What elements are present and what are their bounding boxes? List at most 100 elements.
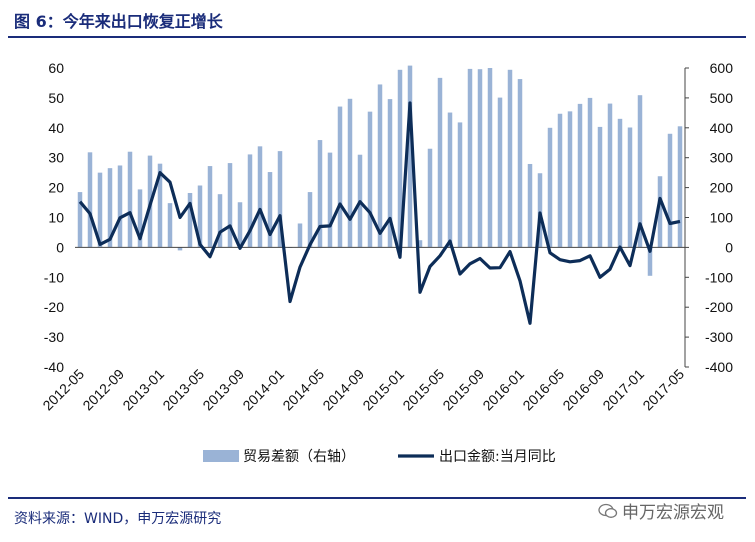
line-series-path (78, 101, 681, 325)
bar (267, 172, 273, 248)
x-tick-label: 2015-05 (399, 366, 447, 414)
watermark-text: 申万宏源宏观 (622, 503, 724, 523)
bar (537, 173, 543, 248)
x-tick-label: 2012-09 (79, 366, 127, 414)
bar (497, 97, 503, 248)
bar (217, 194, 223, 248)
title-divider (8, 36, 746, 38)
bar (317, 140, 323, 248)
bar (197, 185, 203, 248)
bar (87, 152, 93, 248)
bar (137, 189, 143, 248)
bar (127, 151, 133, 248)
left-tick-label: 60 (48, 60, 64, 76)
bar (447, 112, 453, 248)
left-tick-label: -30 (44, 329, 64, 345)
bar (577, 103, 583, 248)
bar (457, 122, 463, 248)
bar (427, 148, 433, 248)
legend-label-bar: 贸易差额（右轴） (243, 449, 355, 465)
right-tick-label: 400 (710, 120, 734, 136)
left-tick-label: -10 (44, 269, 64, 285)
bar (517, 79, 523, 248)
bar (167, 203, 173, 248)
bar (477, 69, 483, 248)
bar (597, 126, 603, 248)
bar (547, 127, 553, 248)
bar (417, 240, 423, 248)
right-tick-label: 300 (710, 150, 734, 166)
bar (627, 127, 633, 248)
bar (397, 69, 403, 248)
bar-series (77, 65, 683, 276)
bar (207, 166, 213, 248)
left-tick-label: -20 (44, 299, 64, 315)
x-tick-label: 2016-09 (559, 366, 607, 414)
left-tick-label: 10 (48, 210, 64, 226)
bar (107, 168, 113, 248)
bar (307, 192, 313, 248)
source-note: 资料来源：WIND，申万宏源研究 (14, 511, 222, 527)
x-tick-label: 2016-01 (479, 366, 527, 414)
bar (97, 172, 103, 248)
x-tick-label: 2017-01 (599, 366, 647, 414)
bar (667, 133, 673, 248)
right-tick-label: 0 (725, 239, 733, 255)
x-axis: 2012-052012-092013-012013-052013-092014-… (39, 366, 687, 414)
bar (247, 154, 253, 248)
bar (637, 95, 643, 248)
x-tick-label: 2016-05 (519, 366, 567, 414)
bar (177, 247, 183, 251)
source-divider (8, 497, 746, 499)
bar (227, 163, 233, 248)
bar (327, 152, 333, 248)
bar (657, 176, 663, 248)
bar (347, 98, 353, 248)
bar (257, 146, 263, 248)
right-tick-label: 500 (710, 90, 734, 106)
bar (507, 69, 513, 248)
bar (617, 118, 623, 248)
bar (77, 192, 83, 248)
left-tick-label: 40 (48, 120, 64, 136)
wechat-icon (598, 503, 618, 518)
left-tick-label: 30 (48, 150, 64, 166)
legend-label-line: 出口金额:当月同比 (439, 449, 556, 465)
right-tick-label: -100 (705, 269, 733, 285)
left-tick-label: 20 (48, 180, 64, 196)
bar (387, 99, 393, 248)
left-tick-label: -40 (44, 359, 64, 375)
bar (297, 223, 303, 248)
bar (567, 111, 573, 248)
x-tick-label: 2013-05 (159, 366, 207, 414)
right-tick-label: 100 (710, 210, 734, 226)
bar (557, 113, 563, 248)
bar (677, 126, 683, 248)
right-tick-label: -200 (705, 299, 733, 315)
x-tick-label: 2014-09 (319, 366, 367, 414)
x-tick-label: 2017-05 (639, 366, 687, 414)
left-tick-label: 50 (48, 90, 64, 106)
watermark: 申万宏源宏观 (598, 498, 724, 523)
bar (377, 84, 383, 248)
bar (187, 192, 193, 248)
right-tick-label: 600 (710, 60, 734, 76)
bar (407, 65, 413, 248)
right-tick-label: -300 (705, 329, 733, 345)
x-tick-label: 2015-09 (439, 366, 487, 414)
bar (527, 163, 533, 248)
bar (467, 68, 473, 248)
bar (647, 247, 653, 276)
right-tick-label: 200 (710, 180, 734, 196)
right-tick-label: -400 (705, 359, 733, 375)
bar (587, 97, 593, 248)
bar (237, 202, 243, 248)
bar (437, 77, 443, 248)
left-tick-label: 0 (56, 239, 64, 255)
legend: 贸易差额（右轴） 出口金额:当月同比 (203, 449, 556, 465)
x-tick-label: 2015-01 (359, 366, 407, 414)
left-axis: 60 50 40 30 20 10 0 -10 -20 -30 -40 (44, 60, 64, 375)
figure-title: 图 6：今年来出口恢复正增长 (14, 12, 223, 31)
bar (157, 163, 163, 248)
